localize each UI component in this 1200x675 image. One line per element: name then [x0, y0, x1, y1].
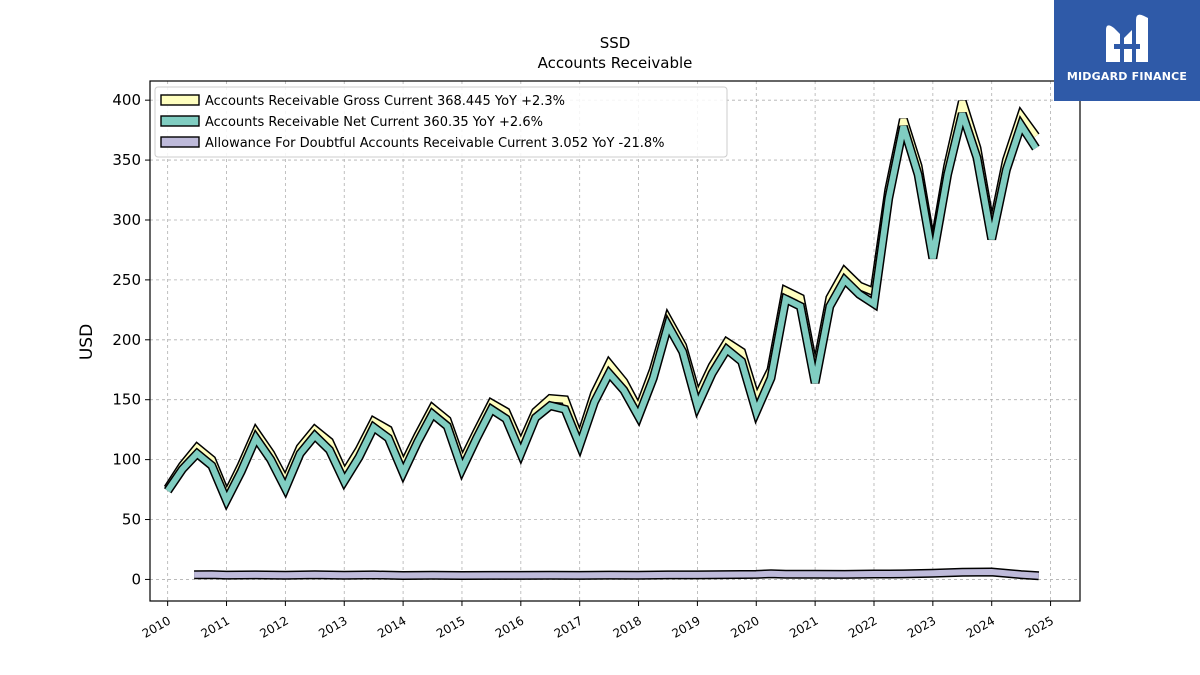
x-tick-label: 2024 — [964, 613, 997, 640]
legend-swatch — [160, 115, 200, 127]
y-tick-label: 400 — [112, 91, 141, 109]
x-tick-label: 2018 — [611, 613, 644, 640]
brand-name: MIDGARD FINANCE — [1066, 70, 1188, 83]
legend-entry: Accounts Receivable Net Current 360.35 Y… — [205, 115, 543, 130]
y-axis: 0 50 100 150 200 250 300 350 400 — [112, 91, 150, 588]
y-tick-label: 0 — [131, 570, 141, 588]
x-tick-label: 2016 — [493, 613, 526, 640]
x-tick-label: 2013 — [316, 613, 349, 640]
y-tick-label: 250 — [112, 271, 141, 289]
x-tick-label: 2012 — [257, 613, 290, 640]
x-tick-label: 2021 — [787, 613, 820, 640]
legend-entry: Accounts Receivable Gross Current 368.44… — [205, 94, 565, 109]
legend-box — [154, 86, 728, 158]
x-tick-label: 2020 — [728, 613, 761, 640]
chart-title: SSD — [600, 34, 631, 52]
series-1 — [163, 100, 1040, 507]
legend-swatch — [160, 136, 200, 148]
x-tick-label: 2011 — [199, 613, 232, 640]
x-tick-label: 2014 — [375, 613, 408, 640]
y-tick-label: 350 — [112, 151, 141, 169]
brand-logo: MIDGARD FINANCE — [1054, 0, 1200, 101]
y-tick-label: 200 — [112, 331, 141, 349]
series-outline — [163, 111, 1040, 512]
x-axis: 2010 2011 2012 2013 2014 2015 2016 2017 2018 2019… — [140, 601, 1056, 641]
x-tick-label: 2022 — [846, 613, 879, 640]
legend-swatch — [160, 94, 200, 106]
y-tick-label: 50 — [122, 511, 141, 529]
plot-frame — [149, 80, 1081, 602]
x-tick-label: 2017 — [552, 613, 585, 640]
chart-title-group: SSD Accounts Receivable — [538, 34, 693, 72]
y-axis-label: USD — [77, 324, 97, 360]
y-tick-label: 300 — [112, 211, 141, 229]
brand-mark-icon — [1106, 14, 1148, 63]
chart-subtitle: Accounts Receivable — [538, 54, 693, 72]
x-tick-label: 2015 — [434, 613, 467, 640]
series-3 — [194, 567, 1040, 581]
x-tick-label: 2010 — [140, 613, 173, 640]
legend: Accounts Receivable Gross Current 368.44… — [154, 86, 728, 158]
series-2 — [163, 111, 1040, 512]
series-line — [194, 568, 1039, 579]
series-line — [165, 100, 1039, 503]
y-tick-label: 100 — [112, 451, 141, 469]
x-tick-label: 2025 — [1023, 613, 1056, 640]
series-outline — [163, 100, 1040, 507]
x-tick-label: 2019 — [669, 613, 702, 640]
legend-entry: Allowance For Doubtful Accounts Receivab… — [205, 136, 665, 151]
series-line — [165, 112, 1039, 508]
grid — [150, 81, 1080, 601]
series-layer — [163, 100, 1040, 581]
x-tick-label: 2023 — [905, 613, 938, 640]
y-tick-label: 150 — [112, 391, 141, 409]
